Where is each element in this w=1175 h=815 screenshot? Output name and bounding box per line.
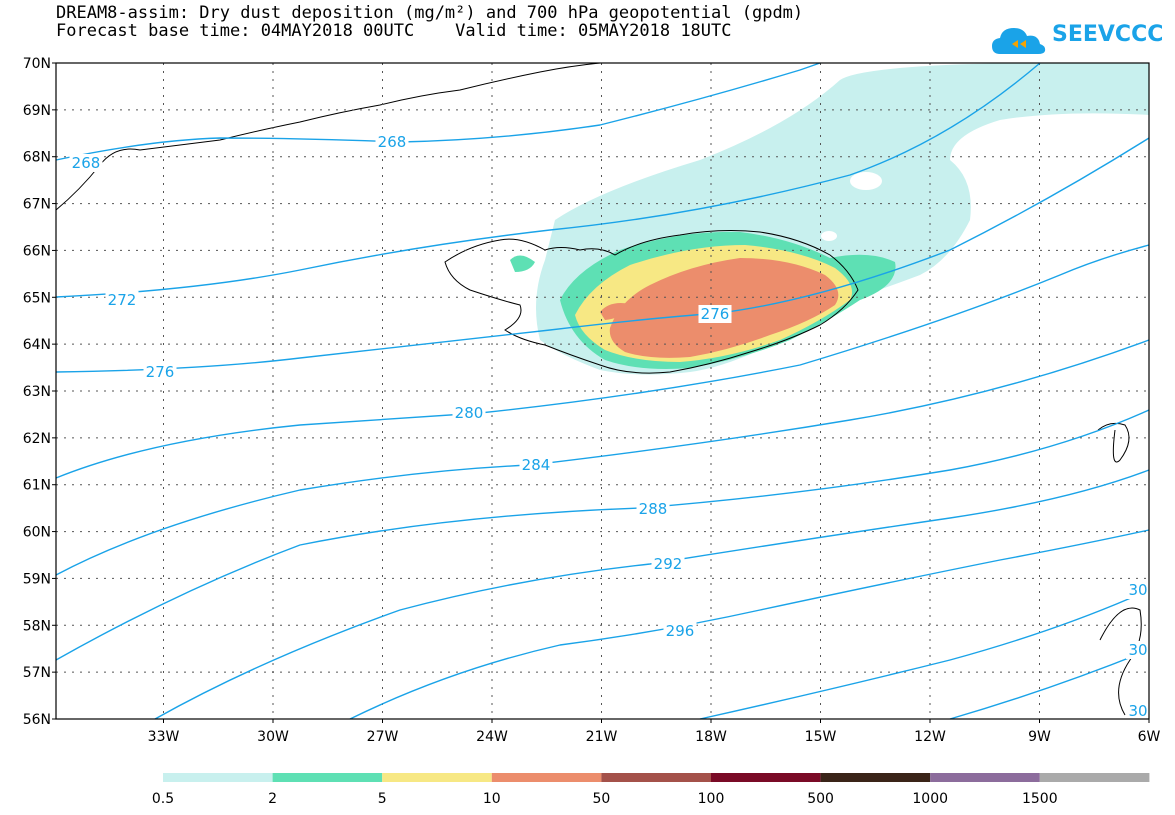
legend-label: 0.5: [152, 791, 174, 807]
contour-label: 276: [701, 305, 730, 323]
legend-swatch: [601, 773, 711, 782]
cloud-icon: [992, 28, 1046, 54]
contour-label: 30: [1128, 581, 1147, 599]
lat-label: 67N: [23, 197, 51, 213]
contour-label: 268: [378, 133, 407, 151]
axis-labels: 70N 69N 68N 67N 66N 65N 64N 63N 62N 61N 60N 59N 58N 5…: [23, 56, 1161, 745]
lat-label: 64N: [23, 337, 51, 353]
legend-label: 1000: [912, 791, 948, 807]
lat-label: 59N: [23, 571, 51, 587]
legend: 0.5 2 5 10 50 100 500 1000 1500: [152, 773, 1150, 807]
contour-label: 296: [666, 622, 695, 640]
legend-swatch: [820, 773, 931, 782]
map-subtitle: Forecast base time: 04MAY2018 00UTC Vali…: [56, 21, 732, 41]
contour-label: 272: [108, 291, 137, 309]
contour-label: 288: [639, 500, 668, 518]
lat-label: 57N: [23, 665, 51, 681]
contour-label: 30: [1128, 641, 1147, 659]
legend-label: 500: [807, 791, 834, 807]
lon-label: 33W: [148, 729, 180, 745]
contour-label: 292: [654, 555, 683, 573]
logo-text: SEEVCCC: [1052, 22, 1164, 47]
legend-label: 2: [268, 791, 277, 807]
lon-label: 15W: [805, 729, 837, 745]
lon-label: 21W: [586, 729, 618, 745]
legend-swatch: [711, 773, 821, 782]
lon-label: 24W: [476, 729, 508, 745]
lat-label: 62N: [23, 431, 51, 447]
lon-label: 27W: [367, 729, 399, 745]
contour-label: 276: [146, 363, 175, 381]
legend-swatch: [491, 773, 602, 782]
lon-label: 12W: [914, 729, 946, 745]
legend-swatch: [382, 773, 492, 782]
lat-label: 68N: [23, 150, 51, 166]
geopotential-contours: [55, 62, 1150, 720]
legend-label: 5: [378, 791, 387, 807]
contour-label: 30: [1128, 702, 1147, 720]
lon-label: 18W: [695, 729, 727, 745]
map-title: DREAM8-assim: Dry dust deposition (mg/m²…: [56, 3, 804, 23]
lat-label: 65N: [23, 290, 51, 306]
legend-swatch: [163, 773, 273, 782]
lon-label: 30W: [257, 729, 289, 745]
legend-label: 100: [698, 791, 725, 807]
lat-label: 60N: [23, 525, 51, 541]
lat-label: 63N: [23, 384, 51, 400]
lat-label: 56N: [23, 712, 51, 728]
lat-label: 66N: [23, 243, 51, 259]
lat-label: 61N: [23, 478, 51, 494]
lat-label: 58N: [23, 618, 51, 634]
contour-label: 280: [455, 404, 484, 422]
legend-label: 50: [592, 791, 610, 807]
lon-label: 6W: [1138, 729, 1161, 745]
legend-swatch: [930, 773, 1040, 782]
legend-label: 10: [483, 791, 501, 807]
legend-swatch: [272, 773, 383, 782]
coastline-iceland: [444, 230, 859, 374]
grid: [56, 63, 1149, 719]
contour-labels: 268 268 272 276 276 280 284 288 292 296 30 30 30: [69, 133, 1150, 720]
lat-label: 70N: [23, 56, 51, 72]
contour-label: 284: [522, 456, 551, 474]
legend-swatch: [1039, 773, 1150, 782]
lon-label: 9W: [1028, 729, 1051, 745]
lat-label: 69N: [23, 103, 51, 119]
coastline-greenland: [55, 62, 601, 211]
contour-label: 268: [72, 154, 101, 172]
legend-label: 1500: [1022, 791, 1058, 807]
